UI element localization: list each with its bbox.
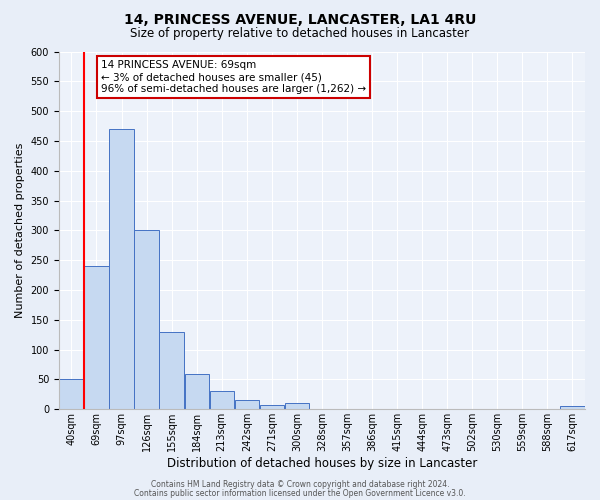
- Bar: [85, 266, 109, 410]
- Bar: [59, 380, 83, 410]
- Bar: [560, 406, 584, 410]
- Bar: [209, 392, 234, 409]
- Bar: [160, 332, 184, 409]
- Text: Contains public sector information licensed under the Open Government Licence v3: Contains public sector information licen…: [134, 490, 466, 498]
- Text: 14, PRINCESS AVENUE, LANCASTER, LA1 4RU: 14, PRINCESS AVENUE, LANCASTER, LA1 4RU: [124, 12, 476, 26]
- Text: Contains HM Land Registry data © Crown copyright and database right 2024.: Contains HM Land Registry data © Crown c…: [151, 480, 449, 489]
- Bar: [134, 230, 159, 410]
- Bar: [235, 400, 259, 409]
- Bar: [285, 404, 309, 409]
- Y-axis label: Number of detached properties: Number of detached properties: [15, 142, 25, 318]
- Text: 14 PRINCESS AVENUE: 69sqm
← 3% of detached houses are smaller (45)
96% of semi-d: 14 PRINCESS AVENUE: 69sqm ← 3% of detach…: [101, 60, 366, 94]
- Text: Size of property relative to detached houses in Lancaster: Size of property relative to detached ho…: [130, 28, 470, 40]
- Bar: [109, 129, 134, 410]
- Bar: [185, 374, 209, 410]
- Bar: [260, 404, 284, 409]
- X-axis label: Distribution of detached houses by size in Lancaster: Distribution of detached houses by size …: [167, 457, 477, 470]
